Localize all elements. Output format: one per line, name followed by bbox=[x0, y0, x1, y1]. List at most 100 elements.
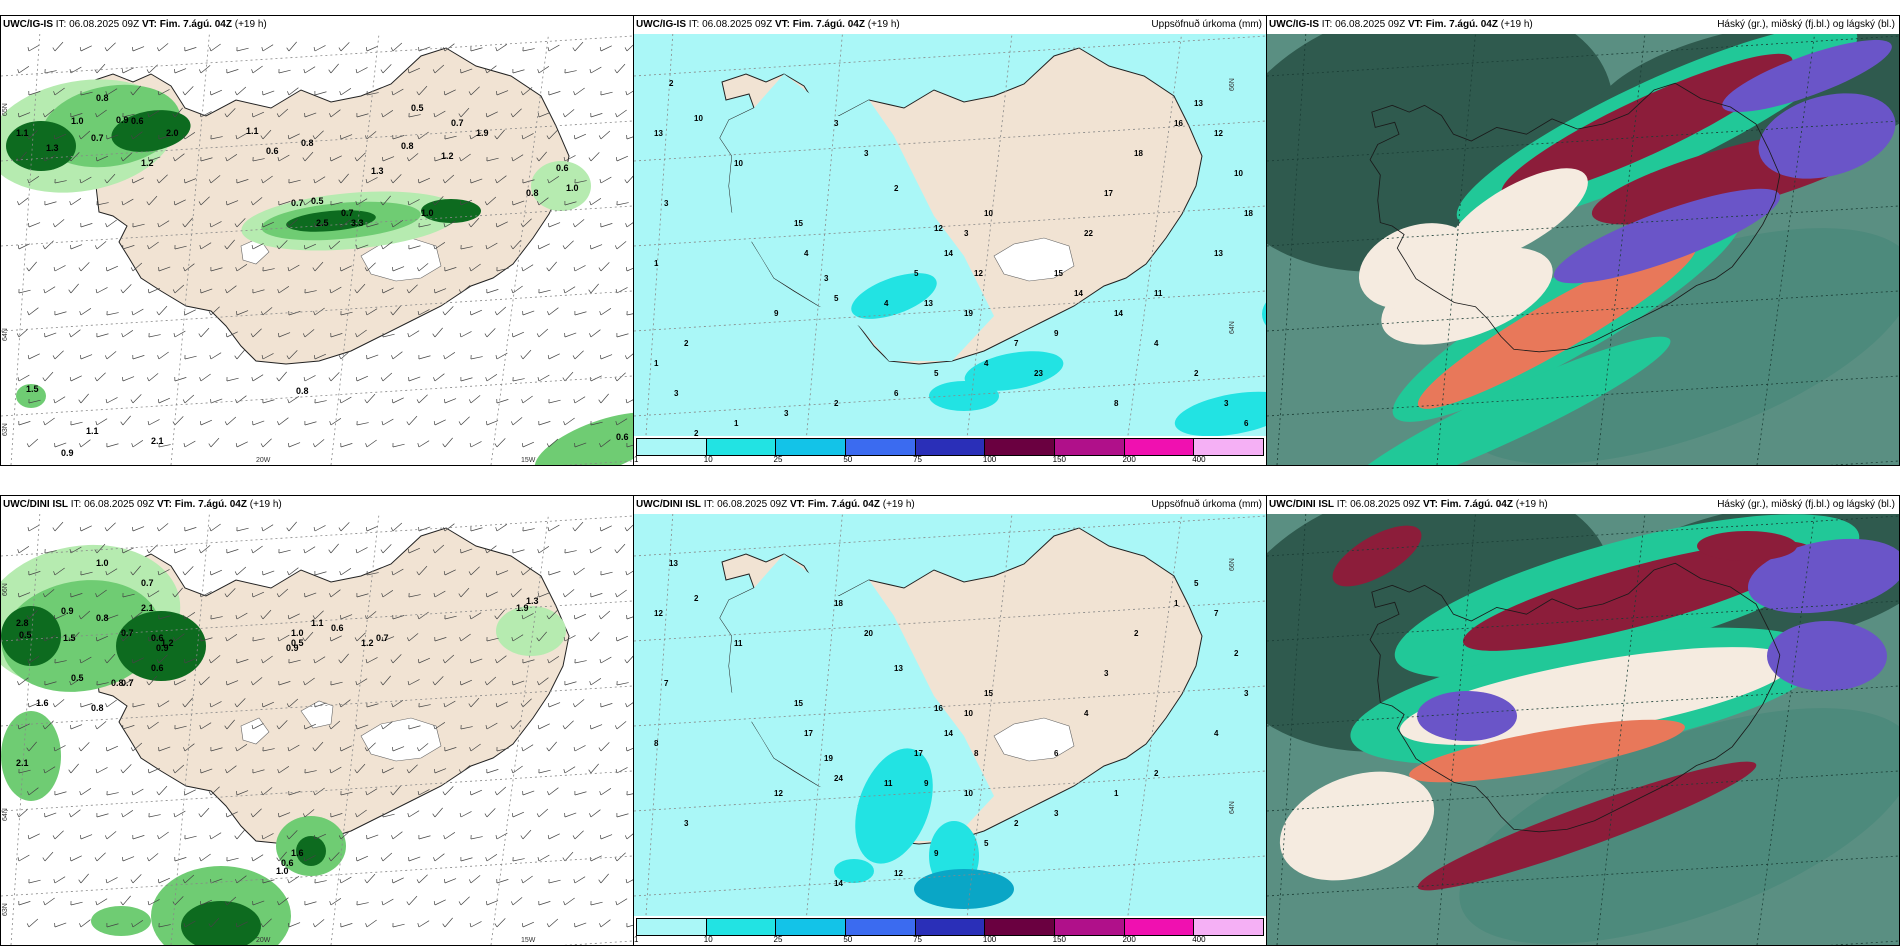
colorbar-tick-label: 1 bbox=[634, 455, 639, 464]
colorbar: 1 10 25 50 75 100 150 200 400 bbox=[634, 436, 1266, 465]
precip-value: 2.0 bbox=[166, 128, 179, 138]
precip-area bbox=[286, 210, 376, 232]
precip-value: 1.1 bbox=[311, 618, 324, 628]
precip-value: 0.8 bbox=[296, 386, 309, 396]
precip-value: 1.6 bbox=[36, 698, 49, 708]
mid-cloud bbox=[1767, 621, 1887, 691]
precip-value: 0.8 bbox=[401, 141, 414, 151]
precip-value: 1.3 bbox=[371, 166, 384, 176]
precip-value: 1.2 bbox=[361, 638, 374, 648]
init-time: IT: 06.08.2025 09Z bbox=[1334, 499, 1423, 510]
colorbar-swatch bbox=[985, 439, 1056, 455]
header-background bbox=[1, 16, 633, 34]
accum-value: 6 bbox=[1244, 419, 1249, 428]
cloud-area bbox=[1459, 708, 1899, 944]
precip-area bbox=[296, 836, 326, 866]
colorbar-tick-label: 400 bbox=[1192, 935, 1206, 944]
precip-value: 1.2 bbox=[141, 158, 154, 168]
colorbar-swatch bbox=[1194, 439, 1264, 455]
precip-value: 3.3 bbox=[351, 218, 364, 228]
precip-value: 0.5 bbox=[71, 673, 84, 683]
colorbar-swatch bbox=[776, 439, 847, 455]
precip-area bbox=[111, 110, 191, 152]
accum-value: 12 bbox=[1214, 129, 1223, 138]
glacier bbox=[300, 700, 334, 729]
latitude-label: 64N bbox=[1229, 321, 1236, 334]
model-name: UWC/DINI ISL bbox=[636, 499, 701, 510]
precip-value: 0.5 bbox=[411, 103, 424, 113]
accum-value: 3 bbox=[1244, 689, 1249, 698]
precip-value: 0.6 bbox=[151, 663, 164, 673]
precip-area bbox=[1174, 391, 1266, 437]
precip-value: 1.0 bbox=[291, 628, 304, 638]
precip-value: 0.9 bbox=[286, 643, 299, 653]
model-name: UWC/IG-IS bbox=[3, 19, 53, 30]
accum-value: 14 bbox=[1074, 289, 1083, 298]
colorbar-ticks: 1 10 25 50 75 100 150 200 400 bbox=[634, 935, 1264, 945]
accum-value: 10 bbox=[694, 114, 703, 123]
coordinate-labels: 66N 64N 63N 20W 15W bbox=[2, 583, 536, 944]
accum-value: 14 bbox=[944, 729, 953, 738]
graticule bbox=[1267, 16, 1899, 465]
colorbar-ticks: 1 10 25 50 75 100 150 200 400 bbox=[634, 455, 1264, 465]
colorbar-swatch bbox=[776, 919, 847, 935]
accum-value: 9 bbox=[1054, 329, 1059, 338]
accum-value: 1 bbox=[654, 359, 659, 368]
panel-header: UWC/IG-IS IT: 06.08.2025 09Z VT: Fim. 7.… bbox=[3, 19, 267, 30]
coordinate-labels: 65N 64N 63N 20W 15W bbox=[2, 103, 536, 464]
model-name: UWC/DINI ISL bbox=[1269, 499, 1334, 510]
accum-value: 10 bbox=[964, 709, 973, 718]
cloud-area bbox=[1358, 223, 1476, 309]
accum-value: 2 bbox=[894, 184, 899, 193]
accum-value: 1 bbox=[1174, 599, 1179, 608]
latitude-label: 66N bbox=[1229, 78, 1236, 91]
accum-value: 2 bbox=[1134, 629, 1139, 638]
accum-value: 2 bbox=[1194, 369, 1199, 378]
accum-value: 13 bbox=[924, 299, 933, 308]
latitude-label: 64N bbox=[2, 328, 9, 341]
precip-value: 0.7 bbox=[376, 633, 389, 643]
precip-value: 2.5 bbox=[316, 218, 329, 228]
accum-value: 11 bbox=[884, 779, 893, 788]
init-time: IT: 06.08.2025 09Z bbox=[53, 19, 142, 30]
valid-time-label: VT: bbox=[141, 19, 157, 30]
graticule bbox=[634, 496, 1266, 945]
lead-time: (+19 h) bbox=[864, 19, 900, 30]
header-background bbox=[1267, 16, 1899, 34]
latitude-label: 65N bbox=[2, 103, 9, 116]
accum-value: 4 bbox=[1214, 729, 1219, 738]
accum-value: 4 bbox=[804, 249, 809, 258]
accum-value: 7 bbox=[1214, 609, 1219, 618]
colorbar-swatches bbox=[636, 438, 1264, 456]
accum-value: 2 bbox=[669, 79, 674, 88]
cloud-cover-map bbox=[1267, 16, 1899, 465]
high-cloud bbox=[1501, 53, 1793, 199]
cloud-area bbox=[1446, 168, 1588, 264]
accum-value: 5 bbox=[984, 839, 989, 848]
lead-time: (+19 h) bbox=[879, 499, 915, 510]
header-background bbox=[634, 496, 1266, 514]
precip-value: 0.8 bbox=[91, 703, 104, 713]
precip-value: 0.6 bbox=[151, 633, 164, 643]
accum-value: 17 bbox=[914, 749, 923, 758]
accum-value: 13 bbox=[654, 129, 663, 138]
colorbar-tick-label: 150 bbox=[1052, 935, 1067, 944]
mid-cloud bbox=[1417, 691, 1517, 741]
accum-value: 5 bbox=[934, 369, 939, 378]
precip-value: 0.6 bbox=[331, 623, 344, 633]
accum-value: 14 bbox=[944, 249, 953, 258]
high-cloud bbox=[1417, 761, 1757, 891]
accum-value: 3 bbox=[674, 389, 679, 398]
accum-value: 12 bbox=[774, 789, 783, 798]
precip-value: 1.3 bbox=[46, 143, 59, 153]
precip-area bbox=[1, 606, 61, 666]
high-cloud bbox=[1332, 525, 1422, 587]
valid-time-label: VT: bbox=[1407, 19, 1423, 30]
colorbar-tick-label: 100 bbox=[982, 935, 997, 944]
map-panel-wind-precip: 0.8 1.0 0.9 1.1 1.3 0.7 0.6 2.0 1.2 1.1 0.6 0.8 0.7 0… bbox=[0, 15, 634, 466]
accum-value: 16 bbox=[934, 704, 943, 713]
accum-value: 2 bbox=[1154, 769, 1159, 778]
valid-time-label: VT: bbox=[156, 499, 172, 510]
precip-area bbox=[834, 859, 874, 883]
